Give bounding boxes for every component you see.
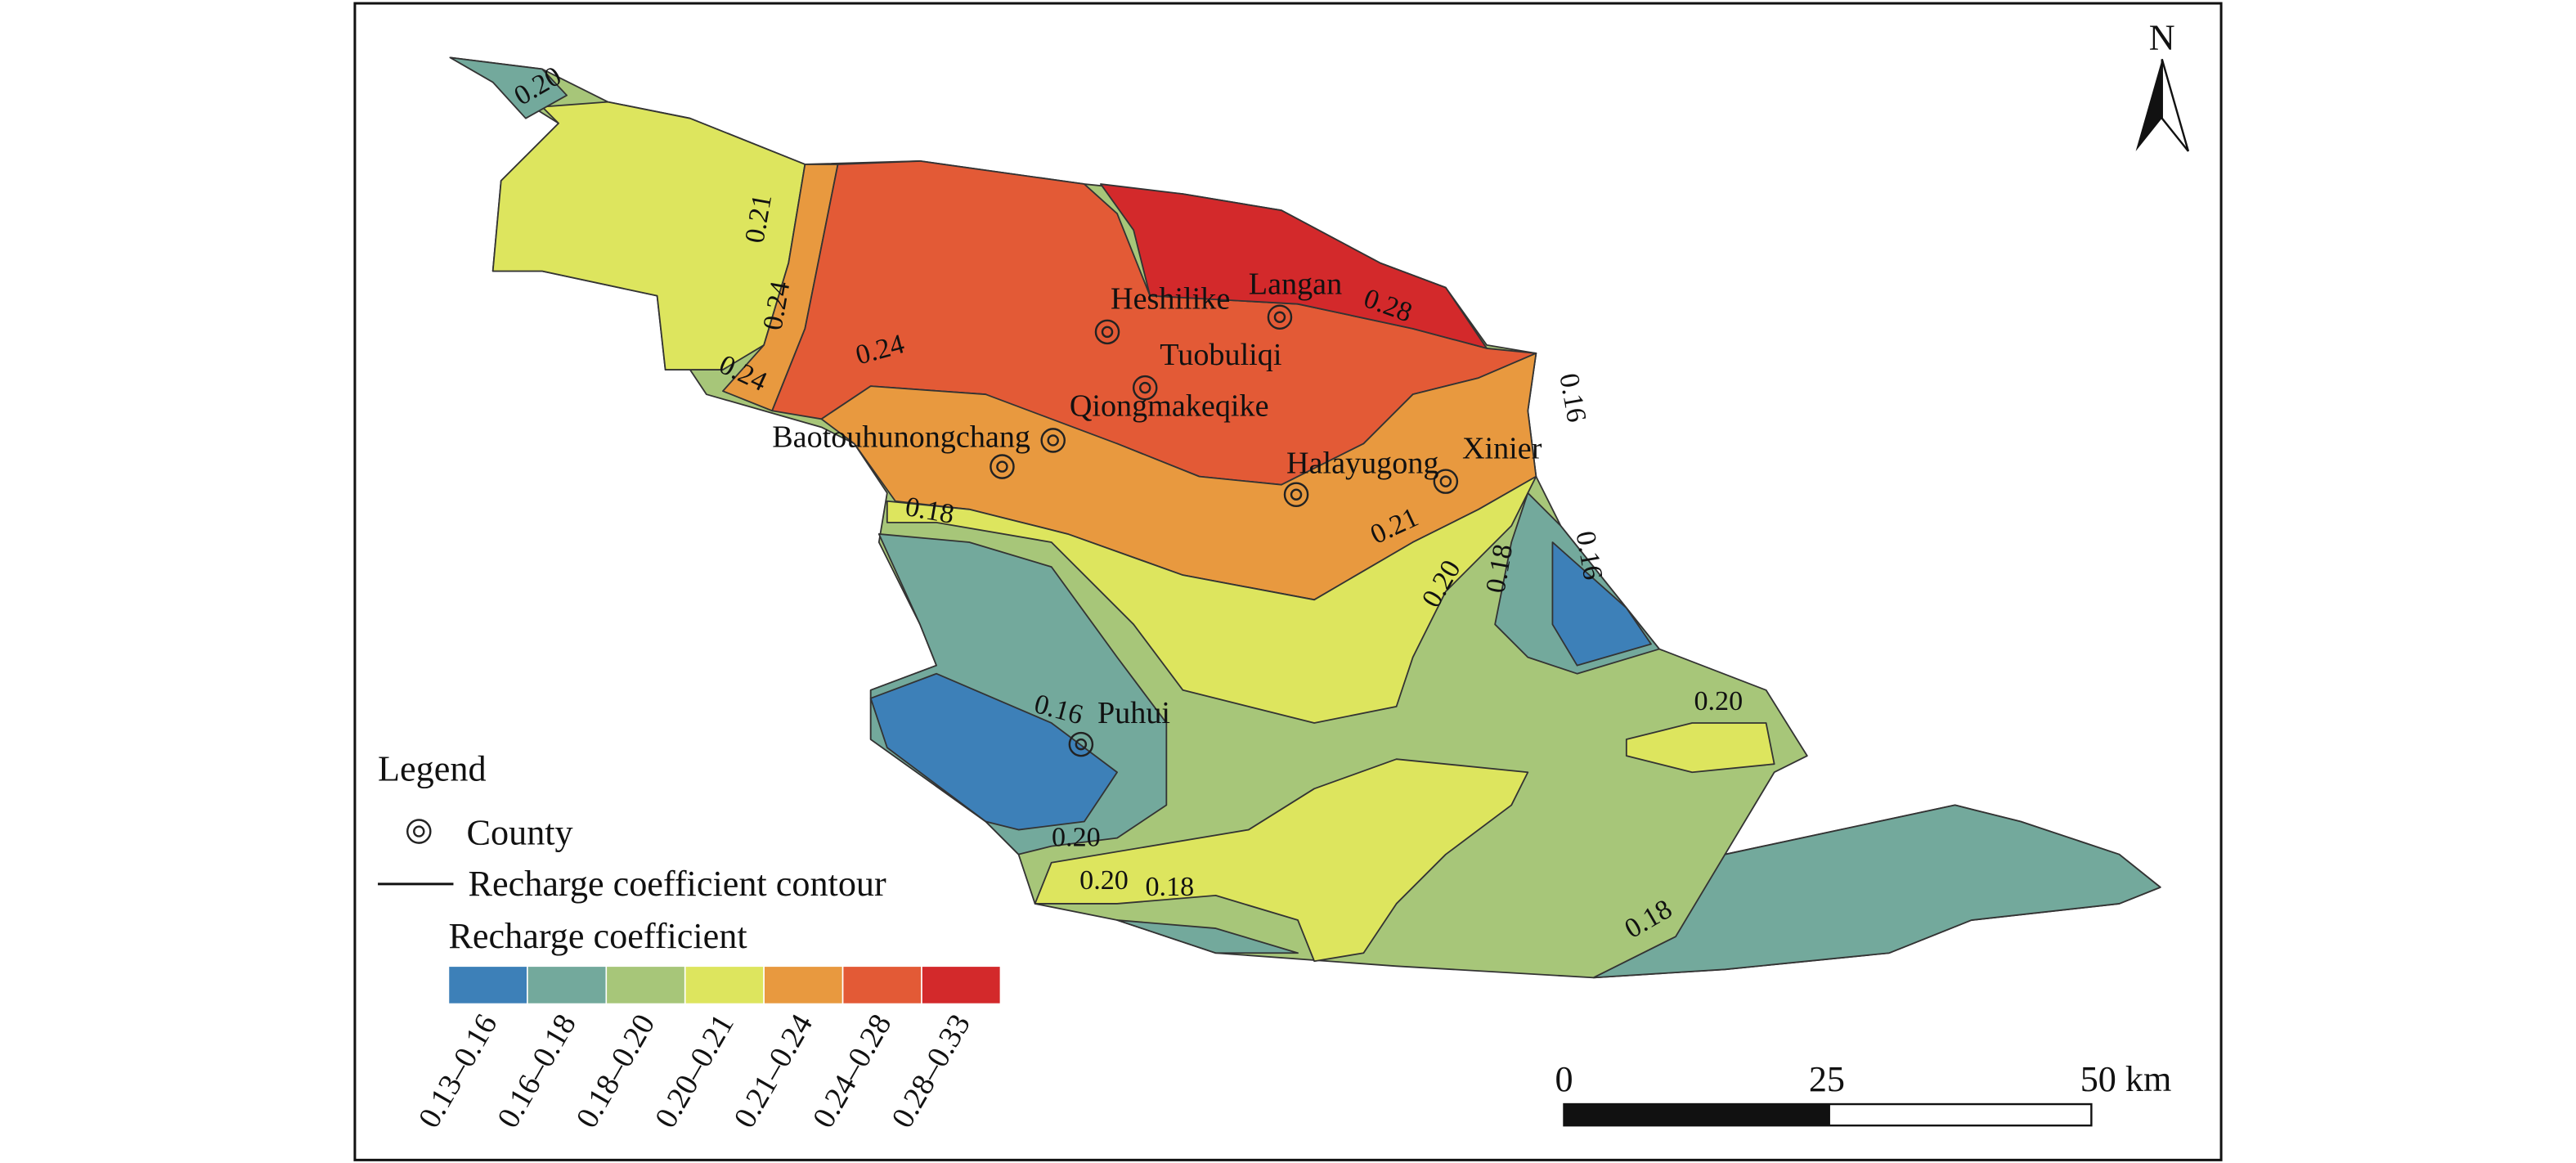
contour-label: 0.20 bbox=[1079, 865, 1129, 896]
zone bbox=[886, 475, 1537, 724]
county-label: Tuobuliqi bbox=[1160, 338, 1281, 372]
north-arrow bbox=[2135, 59, 2162, 151]
contour-label: 0.20 bbox=[1052, 823, 1101, 853]
north-arrow bbox=[2161, 59, 2190, 152]
county-label: Xinier bbox=[1462, 432, 1542, 466]
legend-swatch bbox=[527, 965, 608, 1005]
county-label: Langan bbox=[1249, 267, 1342, 302]
contour-label: 0.20 bbox=[1694, 686, 1743, 716]
county-marker bbox=[1068, 731, 1094, 757]
zone bbox=[1100, 183, 1488, 349]
zone bbox=[1034, 758, 1529, 963]
zone bbox=[1116, 919, 1299, 954]
county-marker bbox=[1283, 482, 1309, 507]
zones bbox=[449, 56, 2161, 979]
zone bbox=[869, 672, 1118, 831]
county-marker bbox=[1094, 319, 1120, 345]
county-marker bbox=[1267, 304, 1293, 330]
zone bbox=[1551, 541, 1652, 667]
contour-label: 0.18 bbox=[1145, 872, 1194, 902]
scale-label: 50 km bbox=[2080, 1059, 2172, 1099]
zone bbox=[1592, 804, 2161, 979]
legend-county-symbol bbox=[406, 819, 432, 844]
legend-title: Legend bbox=[378, 748, 487, 788]
county-marker bbox=[1040, 428, 1066, 453]
county-marker bbox=[1132, 375, 1158, 401]
legend-swatch bbox=[763, 965, 844, 1005]
legend-item: County bbox=[467, 813, 573, 853]
legend-swatch bbox=[605, 965, 686, 1005]
zone bbox=[449, 56, 568, 119]
scale-label: 0 bbox=[1555, 1059, 1573, 1099]
legend-swatch bbox=[447, 965, 528, 1005]
scale-bar-segment bbox=[1564, 1104, 1830, 1126]
zone bbox=[491, 101, 806, 370]
county-label: Baotouhunongchang bbox=[772, 420, 1030, 454]
north-label: N bbox=[2149, 17, 2175, 57]
legend-ramp-title: Recharge coefficient bbox=[448, 916, 747, 956]
scale-label: 25 bbox=[1809, 1059, 1845, 1099]
legend-item: Recharge coefficient contour bbox=[469, 864, 886, 904]
county-marker bbox=[1433, 469, 1459, 494]
zone bbox=[1625, 722, 1775, 774]
legend-swatch bbox=[921, 965, 1002, 1005]
county-label: Qiongmakeqike bbox=[1070, 388, 1269, 423]
legend-swatch bbox=[684, 965, 765, 1005]
legend-swatch bbox=[841, 965, 922, 1005]
county-markers bbox=[990, 304, 1459, 757]
county-marker bbox=[990, 454, 1015, 479]
county-label: Halayugong bbox=[1286, 447, 1439, 481]
county-label: Puhui bbox=[1097, 696, 1170, 730]
county-label: Heshilike bbox=[1111, 282, 1230, 317]
